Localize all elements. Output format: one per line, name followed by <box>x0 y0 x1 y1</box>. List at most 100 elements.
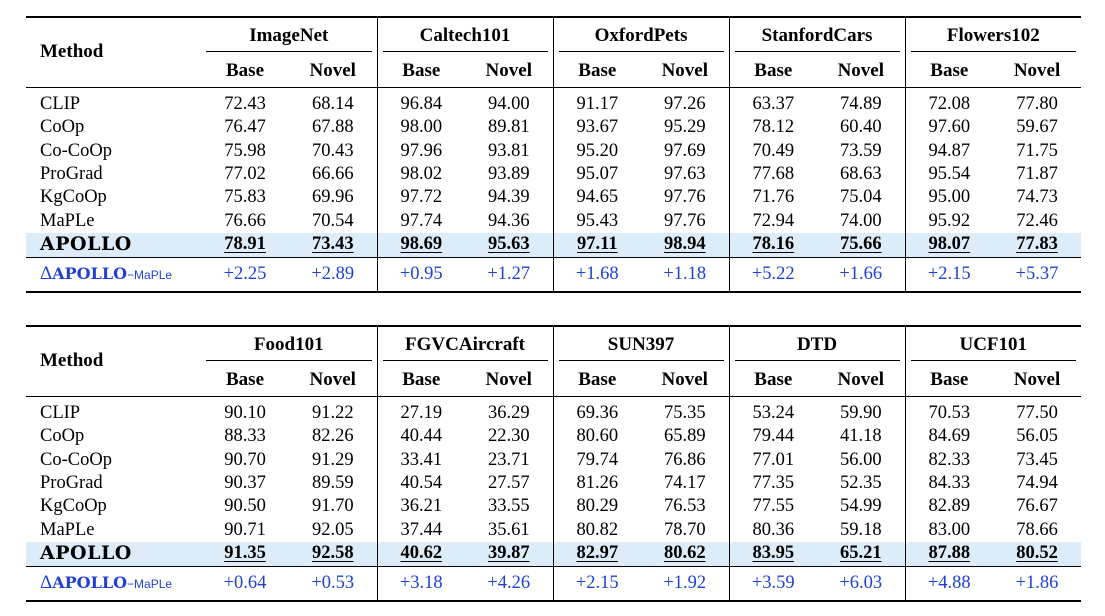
value-cell: 70.49 <box>728 139 818 163</box>
best-value-cell: 97.11 <box>576 234 618 255</box>
delta-row: ΔAPOLLO−MaPLe +2.25 +2.89 +0.95 +1.27 +1.68 +1… <box>26 256 1082 292</box>
value-cell: 54.99 <box>839 496 882 517</box>
value-cell: 97.72 <box>376 186 466 210</box>
base-header: Base <box>904 54 994 88</box>
delta-cell: +1.18 <box>641 256 730 292</box>
novel-header: Novel <box>993 54 1082 88</box>
value-cell: 93.89 <box>487 164 530 185</box>
method-name: Co-CoOp <box>40 140 112 161</box>
value-cell: 70.54 <box>311 210 354 231</box>
method-name: KgCoOp <box>40 187 107 208</box>
value-cell: 98.00 <box>376 116 466 140</box>
value-cell: 84.33 <box>904 471 994 496</box>
value-cell: 76.47 <box>224 117 266 138</box>
value-cell: 95.29 <box>663 117 706 138</box>
value-cell: 82.33 <box>904 448 994 472</box>
method-header: Method <box>26 326 201 397</box>
best-value-cell: 80.62 <box>663 543 706 564</box>
value-cell: 53.24 <box>728 396 818 426</box>
table-row: CoOp 88.33 82.26 40.44 22.30 80.60 65.89 79.44 4… <box>26 425 1081 449</box>
value-cell: 90.70 <box>224 449 266 470</box>
delta-cell: +1.86 <box>993 565 1082 601</box>
value-cell: 59.18 <box>839 519 882 540</box>
value-cell: 77.55 <box>728 495 818 519</box>
delta-cell: +2.15 <box>904 256 994 292</box>
delta-cell: +4.26 <box>465 565 553 601</box>
best-value-cell: 98.94 <box>663 234 706 255</box>
delta-cell: +0.95 <box>376 256 466 292</box>
value-cell: 78.66 <box>1016 519 1058 540</box>
value-cell: 97.76 <box>663 210 706 231</box>
method-name: MaPLe <box>40 519 95 540</box>
value-cell: 72.46 <box>1016 210 1058 231</box>
dataset-header: UCF101 <box>910 334 1077 361</box>
table-row: MaPLe 76.66 70.54 97.74 94.36 95.43 97.76 72.94… <box>26 209 1081 233</box>
value-cell: 78.12 <box>728 116 818 140</box>
value-cell: 74.94 <box>1016 473 1058 494</box>
table-row: CoOp 76.47 67.88 98.00 89.81 93.67 95.29 78.12 6… <box>26 116 1081 140</box>
delta-suffix: −MaPLe <box>127 577 173 592</box>
delta-cell: +2.89 <box>289 256 378 292</box>
value-cell: 75.98 <box>224 140 266 161</box>
value-cell: 92.05 <box>311 519 354 540</box>
value-cell: 76.53 <box>663 496 706 517</box>
table: Method ImageNet Caltech101 OxfordPets Stanfo… <box>26 16 1082 293</box>
base-header: Base <box>201 363 289 397</box>
value-cell: 56.00 <box>839 449 882 470</box>
dataset-header: Flowers102 <box>910 25 1077 52</box>
base-header: Base <box>376 363 465 397</box>
delta-cell: +6.03 <box>817 565 906 601</box>
method-name: ProGrad <box>40 473 103 494</box>
best-value-cell: 80.52 <box>1016 543 1058 564</box>
value-cell: 97.60 <box>904 116 994 140</box>
best-value-cell: 65.21 <box>839 543 882 564</box>
delta-cell: +1.66 <box>817 256 906 292</box>
value-cell: 40.54 <box>376 471 465 496</box>
apollo-method-name: APOLLO <box>40 541 132 564</box>
delta-cell: +3.18 <box>376 565 465 601</box>
method-name: CLIP <box>40 403 81 424</box>
value-cell: 93.81 <box>487 140 530 161</box>
value-cell: 75.83 <box>224 187 266 208</box>
value-cell: 97.69 <box>663 140 706 161</box>
delta-symbol: Δ <box>40 572 53 594</box>
table-row: KgCoOp 90.50 91.70 36.21 33.55 80.29 76.53 77.5… <box>26 495 1081 519</box>
delta-cell: +0.53 <box>289 565 377 601</box>
value-cell: 93.67 <box>552 116 642 140</box>
value-cell: 91.70 <box>311 496 354 517</box>
delta-cell: +5.22 <box>728 256 818 292</box>
value-cell: 69.96 <box>311 187 354 208</box>
value-cell: 76.86 <box>663 449 706 470</box>
method-name: KgCoOp <box>40 496 107 517</box>
table: Method Food101 FGVCAircraft SUN397 DTD UCF101… <box>26 325 1082 602</box>
best-value-cell: 98.07 <box>928 234 971 255</box>
novel-header: Novel <box>993 363 1082 397</box>
value-cell: 90.10 <box>224 403 266 424</box>
base-header: Base <box>201 54 289 88</box>
value-cell: 96.84 <box>376 87 466 117</box>
table-row: KgCoOp 75.83 69.96 97.72 94.39 94.65 97.76 71.7… <box>26 186 1081 210</box>
value-cell: 88.33 <box>224 426 266 447</box>
value-cell: 97.63 <box>663 164 706 185</box>
best-value-cell: 78.91 <box>224 234 266 255</box>
value-cell: 94.00 <box>487 94 530 115</box>
delta-apollo: APOLLO <box>52 264 128 284</box>
method-name: CoOp <box>40 426 85 447</box>
value-cell: 83.00 <box>904 518 994 542</box>
value-cell: 78.70 <box>663 519 706 540</box>
value-cell: 94.36 <box>487 210 530 231</box>
value-cell: 95.07 <box>552 162 642 187</box>
method-name: CoOp <box>40 117 85 138</box>
novel-header: Novel <box>465 54 554 88</box>
table-row: ProGrad 77.02 66.66 98.02 93.89 95.07 97.63 77.… <box>26 162 1081 187</box>
value-cell: 82.26 <box>311 426 354 447</box>
value-cell: 71.76 <box>728 186 818 210</box>
value-cell: 68.63 <box>839 164 882 185</box>
value-cell: 80.82 <box>552 518 641 542</box>
base-header: Base <box>728 363 818 397</box>
value-cell: 89.81 <box>487 117 530 138</box>
method-name: ProGrad <box>40 164 103 185</box>
dataset-header: DTD <box>734 334 900 361</box>
table-row: Co-CoOp 75.98 70.43 97.96 93.81 95.20 97.69 70.… <box>26 139 1081 163</box>
table-row: CLIP 90.10 91.22 27.19 36.29 69.36 75.35 53.24 5… <box>26 396 1081 426</box>
